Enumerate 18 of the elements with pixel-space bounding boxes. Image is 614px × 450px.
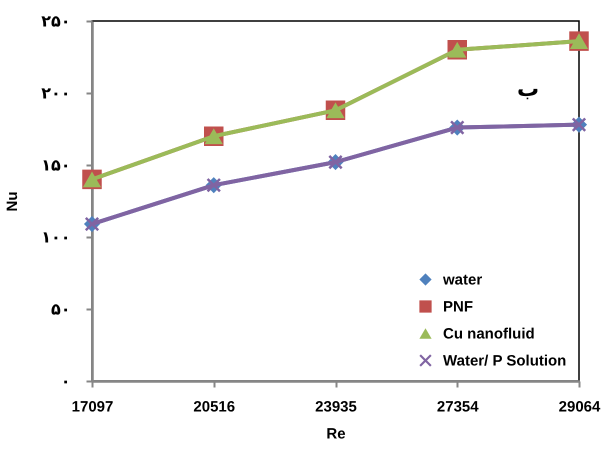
x-tick-label: 17097 [72,398,114,416]
legend-label: Water/ P Solution [443,352,566,370]
legend-label: Cu nanofluid [443,326,535,342]
y-tick-label: ۱۵۰ [41,156,70,174]
y-tick-label: ۲۰۰ [41,84,70,102]
x-tick-label: 23935 [315,398,357,416]
y-tick-label: ۱۰۰ [41,228,70,246]
annotation: ب [516,77,540,102]
x-axis-title: Re [326,426,346,442]
y-tick-label: ۲۵۰ [41,12,70,30]
legend-label: water [442,272,482,288]
y-tick-label: ۵۰ [50,300,70,318]
y-axis-title: Nu [4,192,22,212]
y-tick-label: ۰ [60,372,70,390]
legend-label: PNF [443,298,473,316]
x-tick-label: 27354 [436,398,480,416]
x-tick-label: 20516 [193,398,236,416]
x-tick-label: 29064 [558,398,602,416]
